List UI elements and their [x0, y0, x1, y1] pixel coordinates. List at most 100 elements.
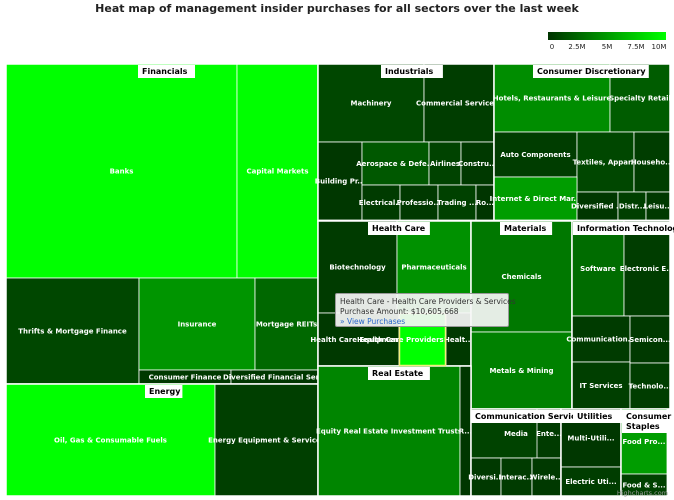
- industry-cell-electric-uti[interactable]: Electric Uti...: [560, 466, 622, 497]
- sector-header-energy[interactable]: Energy: [145, 385, 183, 398]
- industry-label: Insurance: [178, 321, 217, 329]
- industry-rect[interactable]: [500, 457, 533, 497]
- industry-cell-auto-components[interactable]: Auto Components: [493, 131, 578, 178]
- industry-label: IT Services: [579, 382, 622, 390]
- industry-cell-semicon[interactable]: Semicon...: [629, 315, 671, 364]
- sector-header-information-technology[interactable]: Information Technology: [573, 222, 674, 235]
- industry-rect[interactable]: [361, 184, 401, 221]
- industry-label: Airlines: [430, 160, 460, 168]
- sector-header-consumer-discretionary[interactable]: Consumer Discretionary: [533, 65, 649, 78]
- industry-rect[interactable]: [470, 457, 502, 497]
- sector-label: Utilities: [577, 412, 613, 421]
- industry-cell-distr[interactable]: Distr...: [617, 191, 647, 221]
- industry-rect[interactable]: [560, 466, 622, 497]
- industry-label: Food & S...: [622, 482, 665, 490]
- industry-rect[interactable]: [493, 131, 578, 178]
- industry-cell-leisu[interactable]: Leisu...: [644, 191, 673, 221]
- industry-label: R...: [459, 428, 473, 436]
- industry-cell-internet-direct-mar[interactable]: Internet & Direct Mar...: [490, 176, 582, 221]
- industry-label: Mortgage REITs: [256, 321, 317, 329]
- industry-cell-electrical[interactable]: Electrical...: [359, 184, 404, 221]
- industry-cell-diversified[interactable]: Diversified ...: [571, 191, 624, 221]
- color-legend-gradient: [548, 32, 666, 40]
- color-legend: 0 2.5M 5M 7.5M 10M: [540, 28, 666, 58]
- industry-cell-househo[interactable]: Househo...: [631, 131, 673, 193]
- industry-rect[interactable]: [576, 191, 619, 221]
- industry-rect[interactable]: [399, 184, 439, 221]
- industry-rect[interactable]: [633, 131, 671, 193]
- industry-cell-software[interactable]: Software: [571, 220, 625, 317]
- sector-header-materials[interactable]: Materials: [500, 222, 553, 235]
- industry-cell-trading[interactable]: Trading ...: [437, 184, 477, 221]
- sector-header-consumer-staples[interactable]: Consumer Staples: [622, 410, 671, 433]
- industry-label: Hotels, Restaurants & Leisure: [493, 95, 612, 103]
- industry-cell-mortgage-reits[interactable]: Mortgage REITs: [254, 277, 319, 371]
- industry-rect[interactable]: [460, 141, 495, 186]
- tooltip-amount: Purchase Amount: $10,605,668: [340, 307, 459, 316]
- industry-label: Healt...: [444, 336, 473, 344]
- industry-cell-it-services[interactable]: IT Services: [571, 361, 631, 410]
- credits-link[interactable]: Highcharts.com: [616, 489, 668, 497]
- industry-rect[interactable]: [138, 277, 256, 371]
- industry-cell-building-pr[interactable]: Building Pr...: [315, 141, 366, 221]
- industry-cell-metals-mining[interactable]: Metals & Mining: [470, 331, 573, 410]
- industry-rect[interactable]: [437, 184, 477, 221]
- industry-cell-thrifts-mortgage-finance[interactable]: Thrifts & Mortgage Finance: [5, 277, 140, 385]
- industry-cell-energy-equipment-services[interactable]: Energy Equipment & Services: [208, 383, 325, 497]
- industry-rect[interactable]: [645, 191, 671, 221]
- sector-label-bg: [368, 367, 430, 380]
- sector-header-financials[interactable]: Financials: [138, 65, 195, 78]
- industry-rect[interactable]: [214, 383, 319, 497]
- industry-cell-wirele[interactable]: Wirele...: [530, 457, 563, 497]
- industry-cell-professio[interactable]: Professio...: [397, 184, 442, 221]
- sector-label: Energy: [149, 387, 181, 396]
- industry-label: Semicon...: [629, 336, 670, 344]
- industry-cell-oil-gas-consumable-fuels[interactable]: Oil, Gas & Consumable Fuels: [5, 383, 216, 497]
- industry-label: Thrifts & Mortgage Finance: [18, 328, 127, 336]
- sector-label-bg: [145, 385, 183, 398]
- sector-header-industrials[interactable]: Industrials: [381, 65, 443, 78]
- industry-cell-consumer-finance[interactable]: Consumer Finance: [138, 369, 232, 385]
- sector-label: Information Technology: [577, 224, 674, 233]
- industry-label: Auto Components: [500, 151, 570, 159]
- industry-label: Food Pro...: [623, 438, 666, 446]
- industry-cell-insurance[interactable]: Insurance: [138, 277, 256, 371]
- view-purchases-link[interactable]: » View Purchases: [340, 317, 406, 326]
- industry-cell-equity-real-estate-investment-trusts[interactable]: Equity Real Estate Investment Trusts: [316, 365, 462, 497]
- industry-label: Building Pr...: [315, 178, 366, 186]
- sector-border-consumer-staples: [620, 408, 671, 497]
- industry-rect[interactable]: [629, 315, 671, 364]
- industry-cell-constru[interactable]: Constru...: [458, 141, 497, 186]
- industry-rect[interactable]: [317, 365, 461, 497]
- sector-header-real-estate[interactable]: Real Estate: [368, 367, 430, 380]
- industry-rect[interactable]: [428, 141, 462, 186]
- industry-cell-technolo[interactable]: Technolo...: [629, 362, 672, 410]
- industry-label: Distr...: [619, 203, 645, 211]
- industry-cell-electronic-e[interactable]: Electronic E...: [620, 220, 674, 317]
- sector-header-communication-services[interactable]: Communication Servic...: [471, 410, 592, 423]
- industry-rect[interactable]: [5, 277, 140, 385]
- industry-cell-airlines[interactable]: Airlines: [428, 141, 462, 186]
- sector-label-bg: [533, 65, 649, 78]
- industry-cell-aerospace-defe[interactable]: Aerospace & Defe...: [356, 141, 435, 186]
- industry-label: Ente...: [536, 430, 562, 438]
- industry-cell-textiles-appar[interactable]: Textiles, Appar...: [573, 131, 639, 193]
- industry-rect[interactable]: [576, 131, 635, 193]
- industry-label: Electric Uti...: [565, 478, 616, 486]
- sector-header-health-care[interactable]: Health Care: [368, 222, 430, 235]
- industry-label: Textiles, Appar...: [573, 159, 639, 167]
- industry-rect[interactable]: [5, 63, 238, 279]
- industry-rect[interactable]: [5, 383, 216, 497]
- industry-cell-diversified-financial-ser[interactable]: Diversified Financial Ser...: [223, 369, 326, 385]
- sector-label-bg: [573, 222, 674, 235]
- industry-cell-banks[interactable]: Banks: [5, 63, 238, 279]
- industry-cell-capital-markets[interactable]: Capital Markets: [236, 63, 319, 279]
- industry-cell-diversi[interactable]: Diversi...: [468, 457, 504, 497]
- industry-cell-communication[interactable]: Communication...: [566, 315, 636, 363]
- industry-rect[interactable]: [629, 362, 671, 410]
- industry-cell-interac[interactable]: Interac...: [499, 457, 535, 497]
- industry-rect[interactable]: [317, 141, 363, 221]
- sector-header-utilities[interactable]: Utilities: [573, 410, 626, 423]
- industry-rect[interactable]: [236, 63, 319, 279]
- industry-rect[interactable]: [470, 331, 573, 410]
